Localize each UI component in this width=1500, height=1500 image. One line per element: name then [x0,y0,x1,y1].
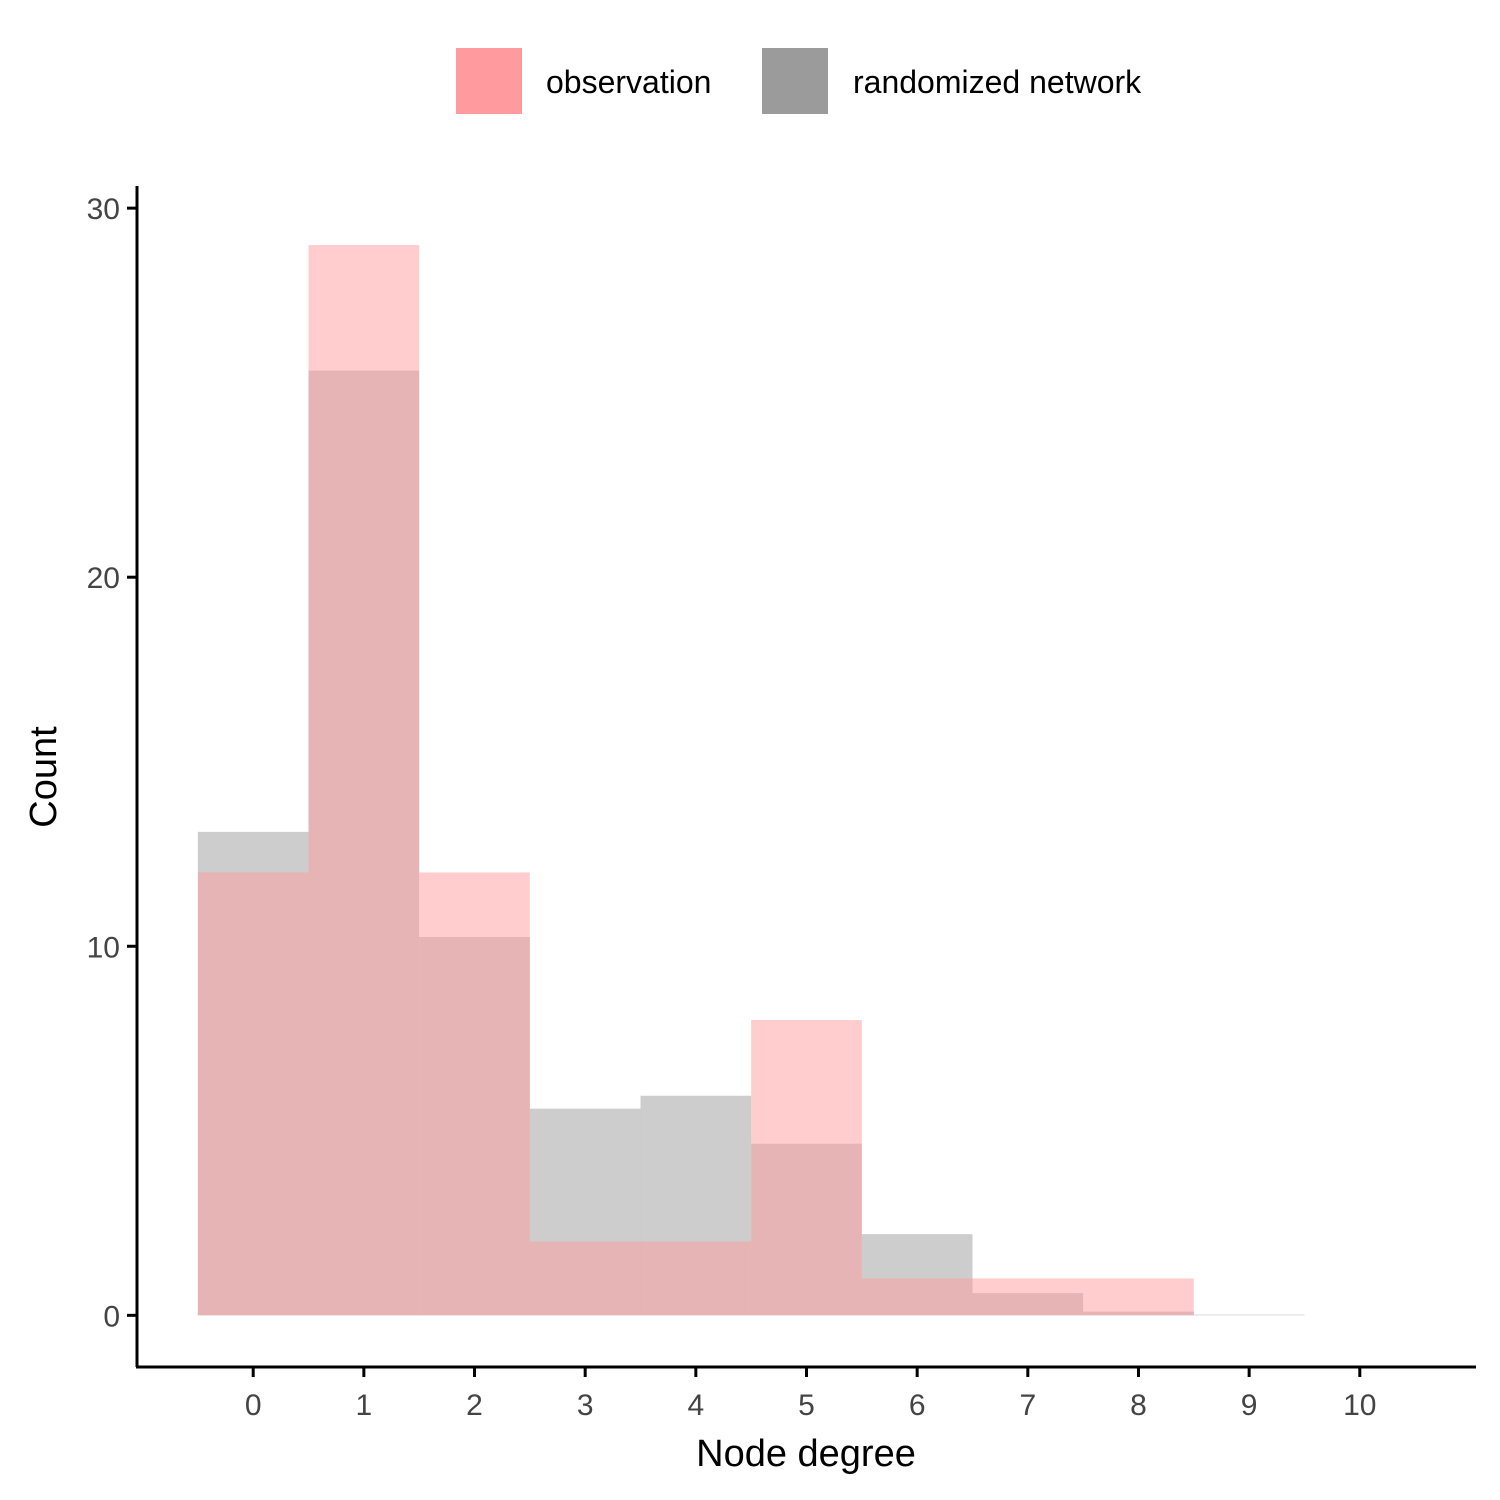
x-tick-label-1: 1 [356,1389,373,1422]
bar-observation-2 [419,872,530,1316]
x-tick-label-0: 0 [245,1389,262,1422]
legend-label-observation: observation [546,64,711,100]
x-tick-label-5: 5 [798,1389,815,1422]
y-tick-label-20: 20 [87,562,120,595]
x-tick-label-2: 2 [466,1389,483,1422]
x-tick-label-10: 10 [1343,1389,1376,1422]
x-axis-title: Node degree [696,1433,916,1475]
bar-observation-1 [308,245,420,1316]
y-tick-label-0: 0 [103,1300,120,1333]
legend-label-randomized-network: randomized network [853,64,1142,100]
bar-observation-3 [529,1241,641,1316]
x-ticks: 0 1 2 3 4 5 6 7 8 9 10 [245,1367,1376,1422]
y-tick-label-30: 30 [87,193,120,226]
x-tick-label-3: 3 [577,1389,594,1422]
x-tick-label-9: 9 [1241,1389,1258,1422]
x-tick-label-6: 6 [909,1389,926,1422]
y-ticks: 0 10 20 30 [87,193,137,1333]
legend-swatch-observation [456,48,522,114]
legend-swatch-randomized-network [762,48,828,114]
bar-observation-4 [640,1241,752,1316]
bar-observation-8 [1083,1278,1194,1316]
y-tick-label-10: 10 [87,931,120,964]
bar-observation-6 [861,1278,973,1316]
bar-observation-7 [972,1278,1084,1316]
y-axis-title: Count [23,726,65,828]
bars-observation [197,245,1194,1316]
bar-observation-5 [751,1020,862,1316]
axes: 0 10 20 30 0 1 2 3 4 5 6 7 8 9 10 [87,186,1476,1422]
x-tick-label-8: 8 [1130,1389,1147,1422]
bar-observation-0 [197,872,309,1316]
legend: observation randomized network [456,48,1142,114]
bar-randomized-network-9 [1193,1314,1305,1316]
x-tick-label-7: 7 [1019,1389,1036,1422]
x-tick-label-4: 4 [687,1389,704,1422]
